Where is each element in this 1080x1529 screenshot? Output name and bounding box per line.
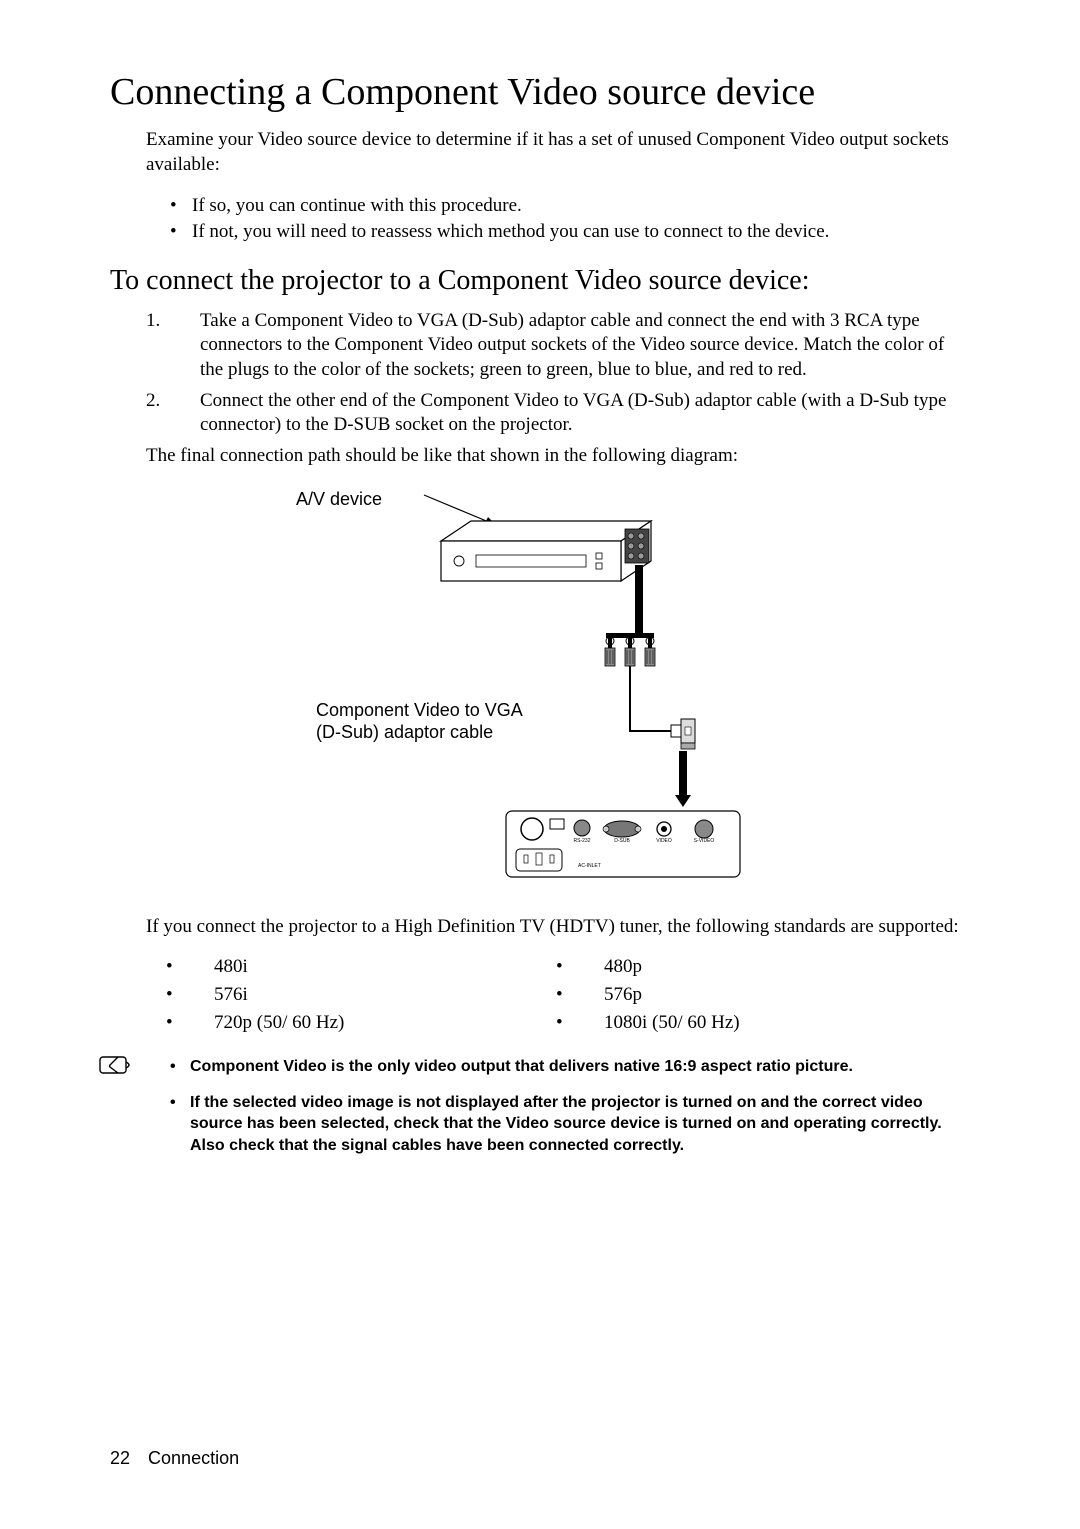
port-rs232-label: RS-232 — [574, 838, 591, 844]
note-icon — [96, 1054, 136, 1076]
port-dsub-label: D-SUB — [614, 838, 630, 844]
av-device-label: A/V device — [296, 489, 382, 510]
notes-block: Component Video is the only video output… — [110, 1056, 970, 1156]
standard-item: 576i — [146, 981, 536, 1009]
page-number: 22 — [110, 1448, 130, 1468]
page-title: Connecting a Component Video source devi… — [110, 70, 970, 114]
checklist: If so, you can continue with this proced… — [170, 193, 970, 244]
footer-section: Connection — [148, 1448, 239, 1468]
standards-col-right: 480p 576p 1080i (50/ 60 Hz) — [536, 953, 926, 1036]
connection-diagram: A/V device Component Video to VGA (D-Sub… — [146, 481, 970, 891]
subheading: To connect the projector to a Component … — [110, 265, 970, 297]
final-line: The final connection path should be like… — [146, 444, 970, 469]
step-item: Take a Component Video to VGA (D-Sub) ad… — [146, 309, 970, 383]
steps-list: Take a Component Video to VGA (D-Sub) ad… — [146, 309, 970, 438]
checklist-item: If so, you can continue with this proced… — [170, 193, 970, 219]
standard-item: 480p — [536, 953, 926, 981]
standards-list: 480i 576i 720p (50/ 60 Hz) 480p 576p 108… — [146, 953, 970, 1036]
step-item: Connect the other end of the Component V… — [146, 389, 970, 438]
standard-item: 1080i (50/ 60 Hz) — [536, 1009, 926, 1037]
standard-item: 576p — [536, 981, 926, 1009]
standard-item: 720p (50/ 60 Hz) — [146, 1009, 536, 1037]
diagram-svg: RS-232 D-SUB VIDEO S-VIDEO AC-INLET — [406, 481, 746, 891]
note-item: Component Video is the only video output… — [170, 1056, 970, 1078]
port-video-label: VIDEO — [656, 838, 672, 844]
intro-paragraph: Examine your Video source device to dete… — [146, 128, 970, 177]
hdtv-intro: If you connect the projector to a High D… — [146, 915, 970, 940]
port-acinlet-label: AC-INLET — [578, 863, 601, 869]
standard-item: 480i — [146, 953, 536, 981]
page-footer: 22 Connection — [110, 1448, 239, 1469]
port-svideo-label: S-VIDEO — [694, 838, 715, 844]
note-item: If the selected video image is not displ… — [170, 1092, 970, 1157]
standards-col-left: 480i 576i 720p (50/ 60 Hz) — [146, 953, 536, 1036]
checklist-item: If not, you will need to reassess which … — [170, 219, 970, 245]
